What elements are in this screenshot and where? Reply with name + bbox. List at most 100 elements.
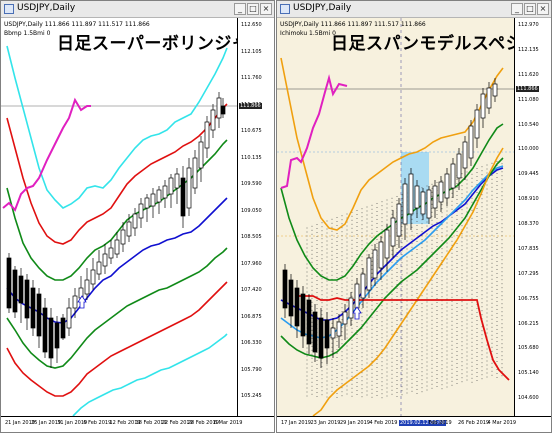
price-chart-plot[interactable]: USDJPY,Daily 111.866 111.897 111.517 111… [277, 18, 551, 416]
kumo-dot [306, 371, 308, 373]
kumo-dot [386, 279, 388, 281]
window-titlebar[interactable]: USDJPY,Daily _ □ × [277, 1, 551, 18]
kumo-dot [341, 387, 343, 389]
kumo-dot [471, 265, 473, 267]
kumo-dot [356, 342, 358, 343]
kumo-dot [386, 211, 388, 213]
kumo-dot [461, 213, 463, 215]
price-tick-label: 112.650 [241, 22, 262, 28]
kumo-dot [446, 362, 448, 364]
kumo-dot [461, 225, 463, 227]
price-tick-label: 105.245 [241, 393, 262, 400]
close-icon[interactable]: × [260, 3, 272, 15]
kumo-dot [401, 338, 403, 340]
kumo-dot [376, 291, 378, 292]
kumo-dot [436, 282, 438, 283]
kumo-dot [381, 385, 383, 387]
minimize-icon[interactable]: _ [511, 3, 523, 15]
kumo-dot [336, 337, 338, 338]
kumo-dot [446, 222, 448, 224]
time-axis[interactable]: 21 Jan 2019 25 Jan 2019 31 Jan 2019 6 Feb 2… [1, 416, 274, 432]
kumo-dot [391, 389, 393, 391]
kumo-dot [501, 283, 503, 285]
kumo-dot [446, 358, 448, 360]
kumo-dot [311, 229, 313, 231]
maximize-icon[interactable]: □ [524, 3, 536, 15]
kumo-dot [436, 230, 438, 231]
kumo-dot [356, 238, 358, 239]
chart-window-right[interactable]: USDJPY,Daily _ □ × [276, 0, 552, 433]
kumo-dot [501, 315, 503, 317]
kumo-dot [476, 272, 478, 273]
kumo-dot [481, 198, 483, 200]
kumo-dot [306, 395, 308, 397]
close-icon[interactable]: × [537, 3, 549, 15]
candle-body [426, 189, 432, 219]
window-title: USDJPY,Daily [293, 3, 352, 13]
price-axis[interactable]: 112.970 112.135 111.620 111.080 110.540 110.0… [514, 18, 551, 416]
kumo-dot [471, 229, 473, 231]
kumo-dot [436, 346, 438, 347]
kumo-dot [416, 309, 418, 310]
kumo-dot [411, 222, 413, 224]
kumo-dot [471, 237, 473, 239]
kumo-dot [411, 390, 413, 392]
kumo-dot [406, 272, 408, 274]
kumo-dot [401, 206, 403, 208]
kumo-dot [371, 336, 373, 338]
kumo-dot [461, 313, 463, 315]
kumo-dot [336, 241, 338, 242]
kumo-dot [381, 381, 383, 383]
time-tick-label: 18 Feb 2019 [135, 420, 167, 426]
kumo-dot [351, 383, 353, 385]
kumo-dot [456, 283, 458, 284]
time-axis[interactable]: 17 Jan 2019 23 Jan 2019 29 Jan 2019 4 Feb 2… [277, 416, 551, 432]
minimize-icon[interactable]: _ [234, 3, 246, 15]
kumo-dot [436, 218, 438, 219]
kumo-dot [496, 241, 498, 242]
kumo-dot [401, 258, 403, 260]
kumo-dot [486, 364, 488, 366]
price-axis[interactable]: 112.650112.105111.760111.220110.675110.1… [237, 18, 274, 416]
kumo-dot [466, 367, 468, 369]
kumo-dot [421, 239, 423, 241]
kumo-dot [336, 225, 338, 226]
kumo-dot [466, 295, 468, 297]
kumo-dot [481, 170, 483, 172]
kumo-dot [476, 212, 478, 213]
kumo-dot [336, 253, 338, 254]
window-titlebar[interactable]: USDJPY,Daily _ □ × [1, 1, 274, 18]
kumo-dot [321, 242, 323, 244]
kumo-dot [351, 227, 353, 229]
kumo-dot [436, 298, 438, 299]
kumo-dot [461, 325, 463, 327]
kumo-dot [351, 291, 353, 293]
kumo-dot [416, 365, 418, 366]
kumo-dot [376, 339, 378, 340]
kumo-dot [316, 276, 318, 277]
kumo-dot [496, 377, 498, 378]
kumo-dot [406, 332, 408, 334]
kumo-dot [361, 340, 363, 342]
maximize-icon[interactable]: □ [247, 3, 259, 15]
kumo-dot [321, 266, 323, 268]
kumo-dot [366, 254, 368, 256]
kumo-dot [486, 244, 488, 246]
kumo-dot [366, 330, 368, 332]
kumo-dot [466, 283, 468, 285]
kumo-dot [366, 222, 368, 224]
kumo-dot [386, 311, 388, 313]
chart-window-left[interactable]: USDJPY,Daily _ □ × [0, 0, 275, 433]
kumo-dot [341, 331, 343, 333]
kumo-dot [496, 337, 498, 338]
kumo-dot [341, 263, 343, 265]
kumo-dot [361, 392, 363, 394]
kumo-dot [481, 266, 483, 268]
kumo-dot [311, 317, 313, 319]
kumo-dot [306, 383, 308, 385]
kumo-dot [366, 230, 368, 232]
price-tick-label: 109.445 [518, 171, 539, 178]
kumo-dot [391, 385, 393, 387]
kumo-dot [366, 290, 368, 292]
price-chart-plot[interactable]: USDJPY,Daily 111.866 111.897 111.517 111… [1, 18, 265, 416]
